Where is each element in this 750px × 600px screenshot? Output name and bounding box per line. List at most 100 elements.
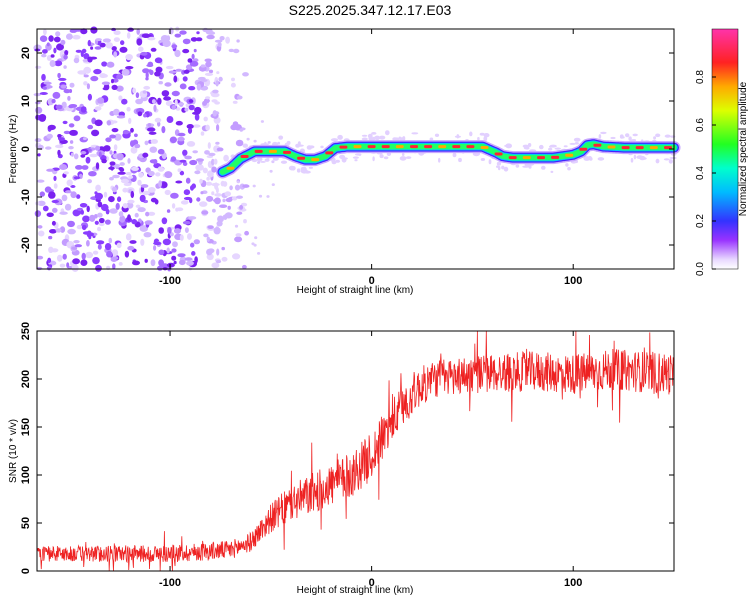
noise-speckle: [278, 135, 284, 140]
noise-speckle: [101, 61, 108, 67]
noise-speckle: [208, 152, 216, 157]
noise-speckle: [103, 145, 111, 152]
noise-speckle: [158, 259, 165, 267]
signal-peak: [522, 156, 531, 160]
noise-speckle: [213, 198, 220, 203]
noise-speckle: [216, 124, 220, 132]
noise-speckle: [186, 141, 196, 147]
noise-speckle: [113, 37, 120, 42]
noise-speckle: [147, 61, 154, 67]
noise-speckle: [57, 72, 61, 79]
noise-speckle: [95, 184, 101, 192]
noise-speckle: [116, 115, 126, 119]
noise-speckle: [60, 39, 66, 46]
noise-speckle: [199, 178, 203, 184]
noise-speckle: [117, 196, 122, 202]
noise-speckle: [39, 191, 45, 197]
noise-speckle: [183, 189, 191, 196]
noise-speckle: [202, 167, 208, 174]
signal-peak: [311, 158, 320, 162]
noise-speckle: [228, 48, 235, 53]
noise-speckle: [80, 154, 86, 158]
noise-speckle: [127, 158, 131, 164]
noise-speckle: [165, 65, 174, 70]
noise-speckle: [235, 233, 242, 237]
noise-speckle: [371, 132, 377, 135]
noise-speckle: [94, 192, 103, 200]
noise-speckle: [135, 98, 144, 105]
noise-speckle: [405, 156, 412, 160]
noise-speckle: [182, 149, 188, 156]
noise-speckle: [200, 64, 206, 68]
noise-speckle: [193, 239, 200, 245]
signal-peak: [551, 155, 560, 159]
noise-speckle: [379, 154, 384, 159]
noise-speckle: [633, 154, 637, 160]
noise-speckle: [132, 260, 140, 266]
noise-speckle: [111, 186, 117, 193]
noise-speckle: [229, 185, 233, 191]
noise-speckle: [217, 215, 224, 223]
noise-speckle: [47, 124, 56, 131]
noise-speckle: [35, 106, 43, 114]
noise-speckle: [187, 233, 192, 240]
noise-speckle: [631, 139, 637, 142]
noise-speckle: [341, 157, 347, 163]
noise-speckle: [157, 148, 165, 155]
noise-speckle: [205, 124, 210, 131]
noise-speckle: [69, 140, 74, 144]
noise-speckle: [131, 219, 138, 225]
noise-speckle: [192, 111, 200, 115]
noise-speckle: [37, 153, 41, 157]
noise-speckle: [573, 137, 581, 142]
noise-speckle: [182, 220, 191, 225]
noise-speckle: [122, 187, 128, 193]
noise-speckle: [137, 179, 142, 186]
noise-speckle: [142, 190, 150, 196]
noise-speckle: [158, 81, 163, 85]
noise-speckle: [155, 66, 163, 73]
spectrogram-y-axis-label: Frequency (Hz): [8, 115, 19, 184]
noise-speckle: [139, 225, 149, 232]
noise-speckle: [112, 263, 116, 270]
noise-speckle: [216, 71, 220, 75]
noise-speckle: [119, 162, 125, 166]
noise-speckle: [76, 207, 83, 211]
noise-speckle: [503, 166, 509, 172]
noise-speckle: [115, 202, 120, 210]
noise-speckle: [144, 258, 148, 263]
noise-speckle: [137, 111, 143, 117]
noise-speckle: [385, 130, 390, 136]
noise-speckle: [214, 101, 221, 105]
noise-speckle: [130, 127, 134, 133]
noise-speckle: [653, 136, 657, 140]
noise-speckle: [98, 217, 105, 224]
noise-speckle: [231, 77, 235, 82]
noise-speckle: [104, 243, 112, 251]
noise-speckle: [214, 39, 223, 43]
noise-speckle: [184, 257, 193, 261]
noise-speckle: [83, 74, 89, 78]
noise-speckle: [528, 165, 532, 169]
noise-speckle: [109, 150, 113, 155]
noise-speckle: [113, 30, 121, 35]
noise-speckle: [43, 81, 52, 85]
noise-speckle: [73, 176, 81, 180]
noise-speckle: [128, 117, 132, 124]
snr-x-axis-label: Height of straight line (km): [297, 585, 414, 596]
noise-speckle: [479, 132, 485, 136]
noise-speckle: [83, 81, 88, 86]
noise-speckle: [69, 129, 78, 136]
noise-speckle: [231, 154, 235, 157]
noise-speckle: [87, 124, 94, 130]
noise-speckle: [523, 145, 528, 150]
noise-speckle: [85, 156, 91, 164]
noise-speckle: [74, 244, 83, 248]
noise-speckle: [81, 165, 89, 170]
noise-speckle: [374, 135, 381, 141]
noise-speckle: [655, 158, 660, 164]
noise-speckle: [477, 137, 480, 141]
noise-speckle: [68, 146, 74, 150]
noise-speckle: [116, 242, 122, 249]
noise-speckle: [330, 138, 339, 142]
